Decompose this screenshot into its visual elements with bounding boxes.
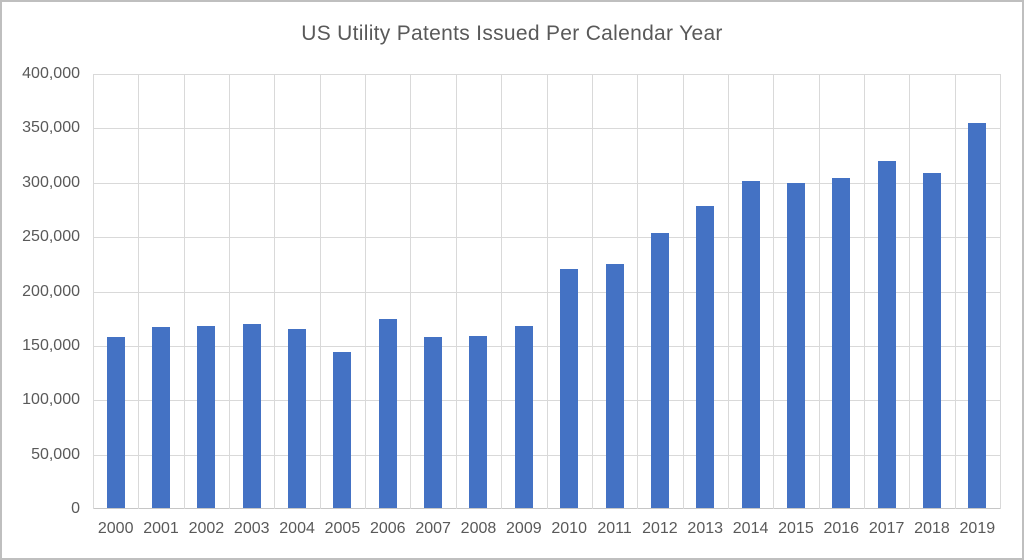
vertical-gridline [728, 74, 729, 509]
horizontal-gridline [93, 345, 1000, 347]
bar-2008 [469, 336, 488, 508]
bar-2009 [514, 326, 533, 508]
y-tick-label: 350,000 [22, 119, 80, 137]
vertical-gridline [637, 74, 638, 509]
vertical-gridline [229, 74, 230, 509]
vertical-gridline [456, 74, 457, 509]
x-tick-label: 2014 [732, 520, 769, 537]
x-tick-label: 2002 [188, 520, 225, 537]
horizontal-gridline [93, 291, 1000, 293]
x-tick-label: 2005 [324, 520, 361, 537]
bar-2010 [560, 269, 579, 508]
x-tick-label: 2003 [233, 520, 270, 537]
x-tick-label: 2010 [551, 520, 587, 537]
bar-2017 [877, 161, 896, 508]
bar-2006 [378, 319, 397, 508]
vertical-gridline [138, 74, 139, 509]
vertical-gridline [1000, 74, 1001, 509]
bar-2011 [605, 263, 624, 508]
bar-2012 [650, 232, 669, 508]
bar-2014 [741, 181, 760, 508]
x-tick-label: 2001 [143, 520, 179, 537]
x-tick-label: 2006 [369, 520, 406, 537]
bar-2007 [424, 336, 443, 508]
horizontal-gridline [93, 400, 1000, 402]
vertical-gridline [819, 74, 820, 509]
x-tick-label: 2015 [778, 520, 814, 537]
x-tick-label: 2013 [687, 520, 724, 537]
y-tick-label: 0 [71, 500, 80, 517]
bar-2003 [242, 324, 261, 508]
vertical-gridline [909, 74, 910, 509]
y-tick-label: 50,000 [31, 445, 80, 463]
x-tick-label: 2012 [642, 520, 678, 537]
x-tick-label: 2017 [868, 520, 905, 537]
y-tick-label: 250,000 [22, 228, 80, 246]
x-tick-label: 2008 [460, 520, 497, 537]
y-tick-label: 300,000 [22, 173, 80, 191]
vertical-gridline [320, 74, 321, 509]
bar-2004 [288, 329, 307, 508]
vertical-gridline [864, 74, 865, 509]
x-axis-line [93, 508, 1000, 509]
x-tick-label: 2018 [914, 520, 950, 537]
horizontal-gridline [93, 454, 1000, 456]
x-tick-label: 2019 [959, 520, 996, 537]
vertical-gridline [592, 74, 593, 509]
chart-title: US Utility Patents Issued Per Calendar Y… [301, 22, 723, 45]
vertical-gridline [93, 74, 94, 509]
horizontal-gridline [93, 182, 1000, 184]
bar-2019 [968, 122, 987, 508]
bar-2018 [922, 173, 941, 508]
x-tick-label: 2011 [597, 520, 632, 537]
y-tick-label: 150,000 [22, 336, 80, 354]
x-tick-label: 2009 [506, 520, 542, 537]
vertical-gridline [955, 74, 956, 509]
y-tick-label: 400,000 [22, 65, 80, 82]
x-tick-label: 2000 [97, 520, 134, 537]
y-tick-label: 200,000 [22, 282, 80, 300]
x-tick-label: 2007 [415, 520, 451, 537]
bar-2013 [696, 205, 715, 508]
bar-2016 [832, 178, 851, 508]
bar-2001 [152, 327, 171, 508]
bar-2000 [106, 336, 125, 508]
vertical-gridline [365, 74, 366, 509]
vertical-gridline [184, 74, 185, 509]
bar-2015 [786, 183, 805, 508]
vertical-gridline [501, 74, 502, 509]
x-tick-label: 2016 [823, 520, 860, 537]
horizontal-gridline [93, 74, 1000, 75]
bar-2002 [197, 326, 216, 508]
x-tick-label: 2004 [279, 520, 315, 537]
vertical-gridline [547, 74, 548, 509]
plot-area [93, 74, 1001, 509]
vertical-gridline [683, 74, 684, 509]
horizontal-gridline [93, 237, 1000, 239]
horizontal-gridline [93, 128, 1000, 130]
y-tick-label: 100,000 [22, 391, 80, 409]
vertical-gridline [274, 74, 275, 509]
vertical-gridline [410, 74, 411, 509]
bar-2005 [333, 351, 352, 508]
vertical-gridline [773, 74, 774, 509]
